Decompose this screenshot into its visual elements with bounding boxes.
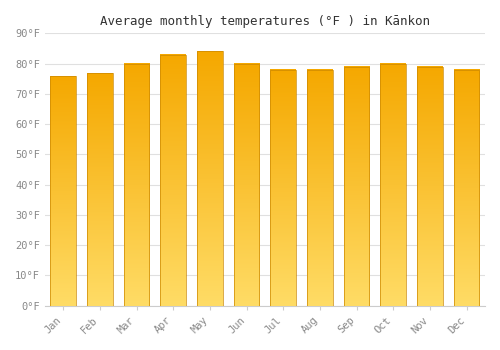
Title: Average monthly temperatures (°F ) in Kānkon: Average monthly temperatures (°F ) in Kā… <box>100 15 430 28</box>
